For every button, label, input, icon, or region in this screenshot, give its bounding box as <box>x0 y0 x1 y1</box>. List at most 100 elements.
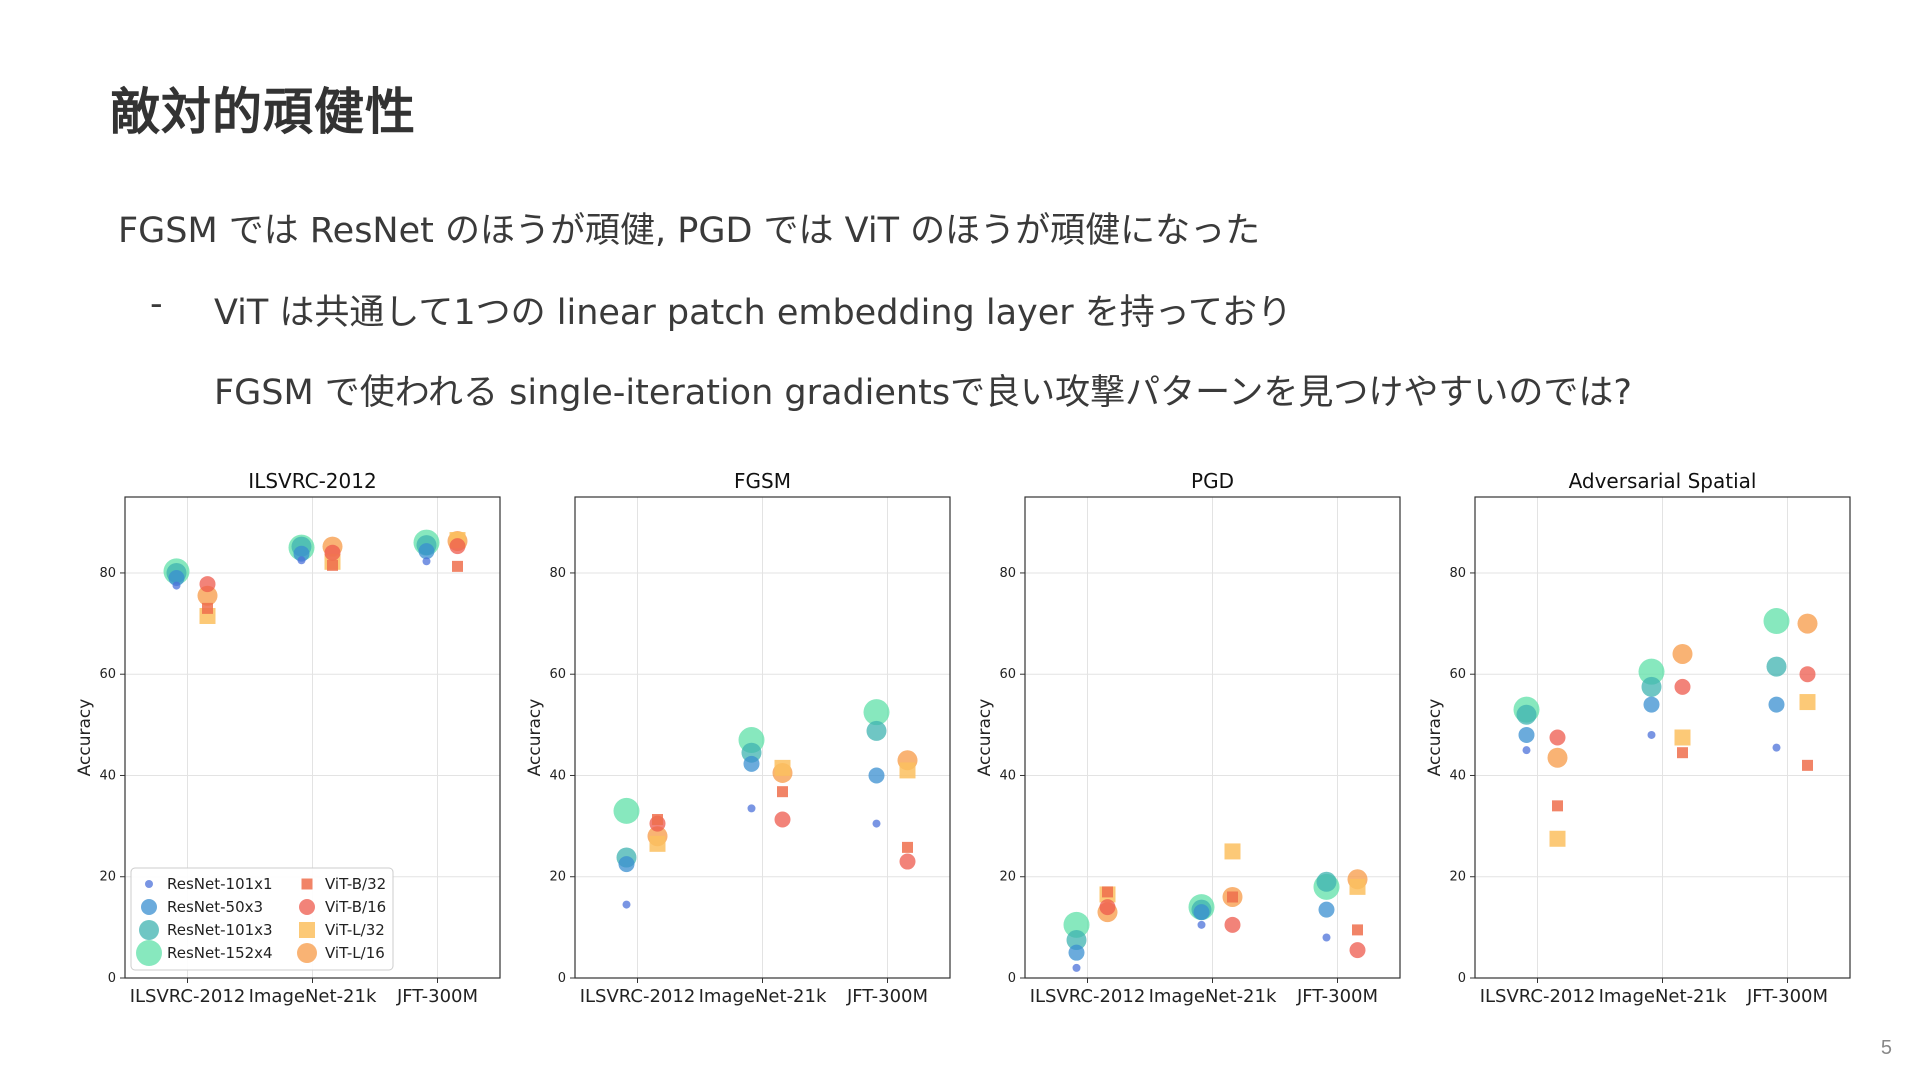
y-tick-label: 0 <box>1008 971 1016 986</box>
point-resnet-101x3 <box>1766 656 1787 677</box>
point-resnet-101x1 <box>422 557 431 566</box>
chart-panel-adversarial-spatial: Adversarial Spatial 0 20 40 60 80 Accuracy ILSV… <box>1420 468 1860 1018</box>
x-tick-label: ImageNet-21k <box>699 986 827 1007</box>
legend-label-vit-l-32: ViT-L/32 <box>325 921 385 939</box>
legend-label-resnet-152x4: ResNet-152x4 <box>167 944 273 962</box>
point-resnet-101x1 <box>1522 746 1531 755</box>
point-resnet-101x3 <box>1066 930 1087 951</box>
y-tick-label: 60 <box>99 667 116 682</box>
point-vit-b-32 <box>1352 924 1363 936</box>
point-resnet-152x4 <box>1763 608 1790 635</box>
y-tick-label: 60 <box>549 667 566 682</box>
legend-label-vit-b-16: ViT-B/16 <box>325 898 386 916</box>
x-tick-label: ILSVRC-2012 <box>1030 986 1146 1007</box>
point-resnet-50x3 <box>1768 696 1785 713</box>
legend-label-vit-l-16: ViT-L/16 <box>325 944 385 962</box>
legend-marker-vit-l-16 <box>297 943 317 963</box>
point-vit-b-16 <box>1349 942 1366 959</box>
point-vit-b-16 <box>1799 666 1816 683</box>
chart-title: Adversarial Spatial <box>1569 469 1757 493</box>
bullet-line-2: FGSM で使われる single-iteration gradientsで良い… <box>214 373 1632 413</box>
legend-marker-vit-b-16 <box>299 899 315 915</box>
legend-label-vit-b-32: ViT-B/32 <box>325 875 386 893</box>
point-vit-b-16 <box>199 576 216 593</box>
y-tick-label: 60 <box>1449 667 1466 682</box>
y-tick-label: 80 <box>99 566 116 581</box>
point-vit-l-32 <box>1349 878 1366 895</box>
y-tick-label: 80 <box>549 566 566 581</box>
point-resnet-50x3 <box>1318 901 1335 918</box>
x-tick-label: ILSVRC-2012 <box>130 986 246 1007</box>
point-resnet-50x3 <box>168 570 185 587</box>
y-tick-label: 0 <box>558 971 566 986</box>
point-resnet-50x3 <box>618 856 635 873</box>
y-tick-label: 0 <box>1458 971 1466 986</box>
point-vit-b-32 <box>1677 747 1688 759</box>
point-vit-b-32 <box>202 602 213 614</box>
y-axis-label: Accuracy <box>975 699 995 777</box>
x-tick-label: JFT-300M <box>396 986 478 1007</box>
chart-panel-fgsm: FGSM 0 20 40 60 80 Accuracy ILSVRC-2012 ImageNet… <box>520 468 960 1018</box>
legend-marker-resnet-101x3 <box>139 920 159 940</box>
chart-panel-ilsvrc: ILSVRC-2012 0 20 40 60 80 Accuracy ILSVRC-2012 I… <box>70 468 510 1018</box>
point-vit-l-32 <box>1224 843 1241 860</box>
legend-label-resnet-50x3: ResNet-50x3 <box>167 898 263 916</box>
point-resnet-101x3 <box>866 720 887 741</box>
y-tick-label: 40 <box>1449 768 1466 783</box>
y-tick-label: 20 <box>99 870 116 885</box>
point-resnet-50x3 <box>1643 696 1660 713</box>
point-resnet-50x3 <box>418 543 435 560</box>
point-vit-b-16 <box>1674 678 1691 695</box>
point-resnet-101x1 <box>1197 920 1206 929</box>
y-tick-label: 60 <box>999 667 1016 682</box>
x-tick-label: JFT-300M <box>1746 986 1828 1007</box>
y-tick-label: 40 <box>999 768 1016 783</box>
x-tick-label: ILSVRC-2012 <box>580 986 696 1007</box>
point-vit-b-32 <box>327 559 338 571</box>
point-resnet-101x1 <box>747 804 756 813</box>
y-axis-label: Accuracy <box>1425 699 1445 777</box>
point-vit-l-32 <box>649 835 666 852</box>
x-tick-label: JFT-300M <box>1296 986 1378 1007</box>
legend-label-resnet-101x1: ResNet-101x1 <box>167 875 273 893</box>
chart-fgsm: FGSM 0 20 40 60 80 Accuracy ILSVRC-2012 ImageNet… <box>525 469 951 1007</box>
point-vit-l-16 <box>1547 747 1568 768</box>
x-tick-label: ImageNet-21k <box>1599 986 1727 1007</box>
point-resnet-152x4 <box>863 699 890 726</box>
point-vit-b-16 <box>324 544 341 561</box>
point-vit-b-16 <box>899 853 916 870</box>
point-resnet-50x3 <box>293 545 310 562</box>
legend-marker-vit-l-32 <box>299 922 315 938</box>
point-vit-l-32 <box>1674 729 1691 746</box>
point-vit-l-16 <box>1672 643 1693 664</box>
legend-marker-resnet-101x1 <box>145 880 153 888</box>
chart-title: PGD <box>1191 469 1234 493</box>
y-tick-label: 40 <box>99 768 116 783</box>
x-tick-label: ILSVRC-2012 <box>1480 986 1596 1007</box>
bullet-line-1: ViT は共通して1つの linear patch embedding laye… <box>214 293 1293 333</box>
x-tick-label: JFT-300M <box>846 986 928 1007</box>
chart-title: ILSVRC-2012 <box>248 469 376 493</box>
point-resnet-101x1 <box>622 900 631 909</box>
point-vit-b-32 <box>777 786 788 798</box>
legend-marker-resnet-152x4 <box>136 940 162 966</box>
point-resnet-152x4 <box>1638 658 1665 685</box>
point-vit-l-32 <box>1549 830 1566 847</box>
slide-title: 敵対的頑健性 <box>110 83 416 141</box>
point-resnet-101x1 <box>872 819 881 828</box>
x-tick-label: ImageNet-21k <box>1149 986 1277 1007</box>
y-tick-label: 80 <box>1449 566 1466 581</box>
y-tick-label: 0 <box>108 971 116 986</box>
point-resnet-50x3 <box>1518 726 1535 743</box>
point-vit-b-32 <box>902 841 913 853</box>
chart-title: FGSM <box>734 469 791 493</box>
point-resnet-101x1 <box>1322 933 1331 942</box>
point-vit-l-16 <box>1797 613 1818 634</box>
point-resnet-101x1 <box>172 581 181 590</box>
y-tick-label: 80 <box>999 566 1016 581</box>
page-number: 5 <box>1880 1037 1892 1059</box>
chart-adversarial-spatial: Adversarial Spatial 0 20 40 60 80 Accuracy ILSV… <box>1425 469 1851 1007</box>
point-resnet-101x3 <box>1316 871 1337 892</box>
point-vit-b-16 <box>1099 899 1116 916</box>
x-tick-label: ImageNet-21k <box>249 986 377 1007</box>
